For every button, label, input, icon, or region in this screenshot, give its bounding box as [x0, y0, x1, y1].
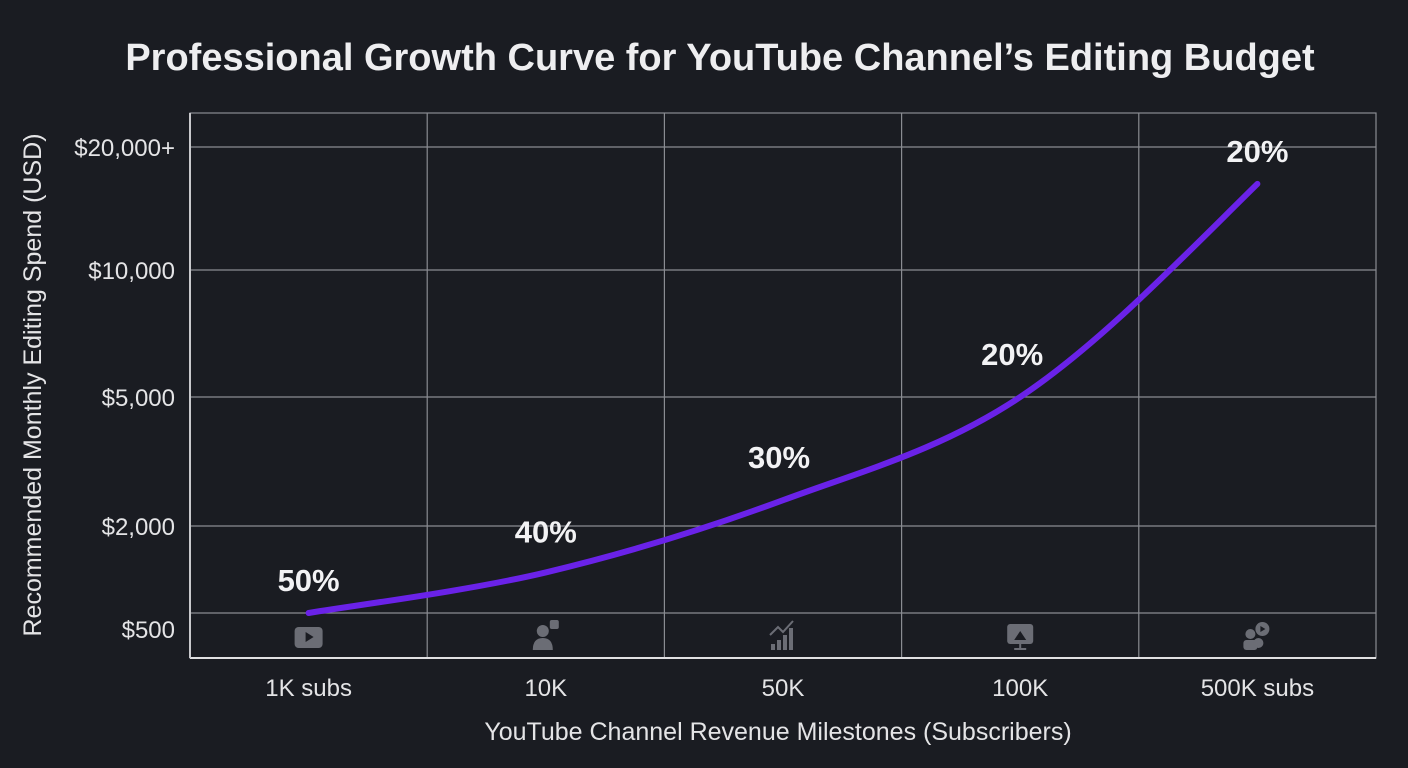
chart-title: Professional Growth Curve for YouTube Ch… [125, 37, 1315, 79]
x-axis-label: YouTube Channel Revenue Milestones (Subs… [484, 718, 1071, 746]
x-tick-label: 100K [992, 675, 1048, 702]
icon-part [769, 620, 794, 636]
user-add-icon [532, 620, 559, 650]
icon-part [1014, 648, 1027, 650]
icon-part [549, 620, 559, 629]
series-line [305, 180, 1261, 616]
monitor-analytics-icon [1007, 624, 1034, 650]
icon-part [1019, 644, 1022, 649]
plot-frame [189, 112, 1377, 659]
x-tick-label: 500K subs [1201, 675, 1314, 702]
y-tick-label: $5,000 [102, 385, 175, 412]
icon-part [771, 644, 775, 650]
icon-part [536, 625, 549, 637]
icon-part [1253, 638, 1264, 648]
icon-part [1245, 629, 1256, 639]
x-tick-label: 10K [524, 675, 567, 702]
data-label: 20% [1226, 134, 1288, 169]
grid [189, 112, 1377, 659]
icon-part [789, 628, 793, 650]
icon-part [783, 635, 787, 650]
creator-team-icon [1243, 622, 1270, 650]
x-tick-label: 50K [762, 675, 805, 702]
y-axis-label: Recommended Monthly Editing Spend (USD) [19, 133, 47, 636]
y-tick-label: $2,000 [102, 514, 175, 541]
icon-part [1014, 631, 1027, 640]
growth-bars-icon [769, 620, 794, 650]
category-icons [294, 620, 1270, 650]
x-tick-label: 1K subs [265, 675, 352, 702]
data-label: 50% [278, 563, 340, 598]
y-tick-label: $500 [122, 617, 175, 644]
icon-part [305, 632, 314, 642]
data-label: 20% [981, 337, 1043, 372]
data-label: 40% [515, 514, 577, 549]
video-play-icon [294, 627, 323, 648]
icon-part [1260, 626, 1266, 632]
icon-part [777, 640, 781, 650]
y-tick-label: $10,000 [88, 258, 175, 285]
data-label: 30% [748, 440, 810, 475]
x-tick-labels: 1K subs 10K 50K 100K 500K subs [265, 675, 1314, 702]
y-tick-labels: $500 $2,000 $5,000 $10,000 $20,000+ [74, 135, 175, 644]
data-labels: 50% 40% 30% 20% 20% [278, 134, 1289, 598]
y-tick-label: $20,000+ [74, 135, 175, 162]
icon-part [532, 638, 553, 650]
